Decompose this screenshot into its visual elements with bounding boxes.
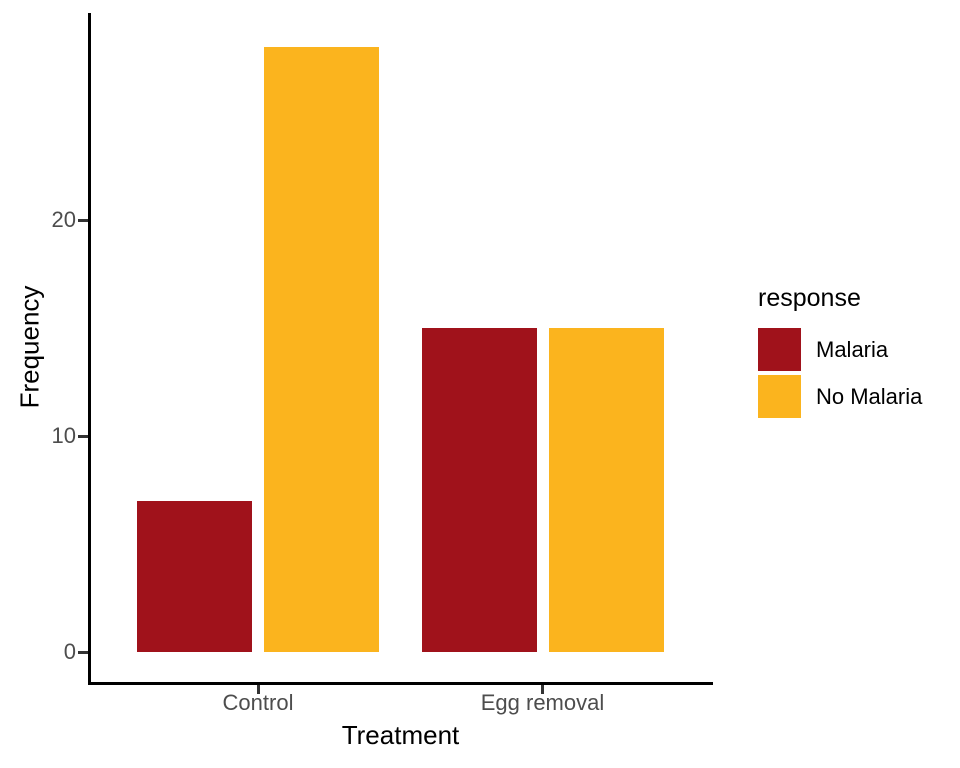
bar-egg-removal-no-malaria: [548, 328, 664, 652]
legend-label-malaria: Malaria: [816, 336, 889, 362]
legend-swatch-malaria: [758, 328, 801, 371]
bar-control-no-malaria: [264, 47, 379, 652]
y-tick-label-20: 20: [51, 207, 76, 232]
x-tick-mark-0: [256, 685, 260, 694]
bar-control-malaria: [137, 500, 252, 652]
x-axis-line: [88, 682, 713, 685]
x-tick-label-0: Control: [222, 690, 294, 715]
y-axis-title: Frequency: [14, 285, 45, 409]
y-tick-mark-20: [78, 218, 88, 222]
legend-swatch-no-malaria: [758, 375, 801, 418]
x-tick-label-1: Egg removal: [480, 690, 605, 715]
legend: response Malaria No Malaria: [758, 284, 958, 422]
legend-item-no-malaria: No Malaria: [758, 375, 958, 418]
y-tick-mark-0: [78, 650, 88, 654]
y-tick-label-0: 0: [63, 639, 76, 664]
legend-label-no-malaria: No Malaria: [816, 383, 923, 409]
x-tick-mark-1: [541, 685, 544, 694]
legend-item-malaria: Malaria: [758, 328, 958, 371]
bar-egg-removal-malaria: [421, 328, 537, 652]
x-axis-title: Treatment: [341, 720, 460, 750]
y-tick-label-10: 10: [51, 423, 76, 448]
legend-title: response: [758, 284, 861, 312]
y-tick-mark-10: [78, 434, 88, 438]
y-axis-line: [88, 13, 91, 685]
